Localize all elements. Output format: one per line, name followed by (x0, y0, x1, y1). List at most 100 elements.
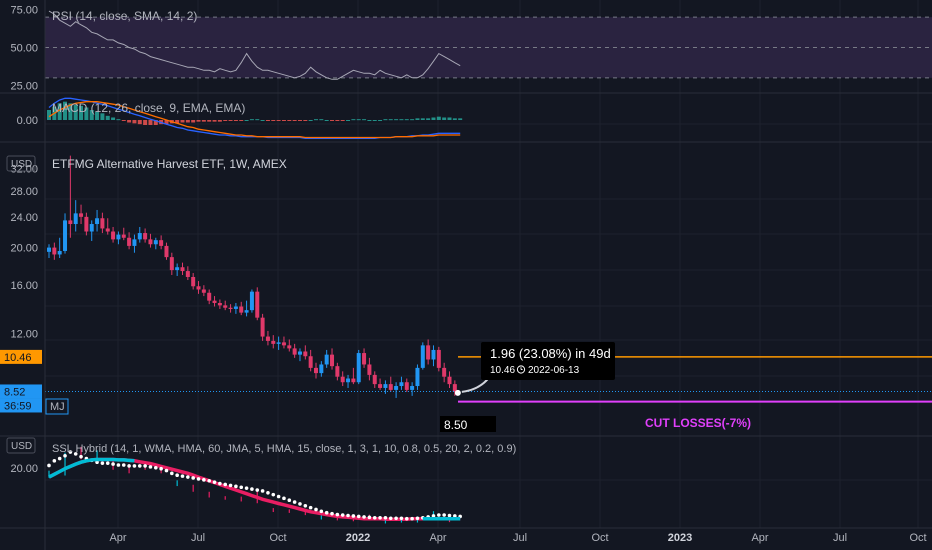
ssl-dot (132, 464, 137, 468)
candle-body (68, 220, 73, 225)
ssl-dot (239, 485, 244, 490)
macd-histogram-bar (73, 105, 78, 120)
projection-label[interactable]: 1.96 (23.08%) in 49d 10.46 2022-06-13 (481, 342, 615, 380)
ssl-dot (137, 464, 142, 468)
candle-body (367, 364, 372, 375)
ssl-y-tick: 20.00 (10, 463, 38, 475)
projection-date: 2022-06-13 (528, 365, 580, 376)
candle-body (191, 276, 196, 287)
candle-body (383, 384, 388, 388)
usd-badge-text: USD (11, 159, 32, 170)
macd-histogram-bar (410, 119, 415, 121)
ssl-dot (346, 513, 350, 518)
ssl-dot (330, 511, 334, 516)
macd-histogram-bar (308, 120, 313, 121)
projection-label-box (481, 342, 615, 380)
price-pane[interactable]: 32.00 28.00 24.00 20.00 16.00 12.00 1.96 (23.… (0, 155, 932, 432)
rsi-pane[interactable]: 75.00 50.00 25.00 RSI (14, close, SMA, 14,… (10, 5, 932, 93)
time-axis-tick: Apr (429, 532, 446, 544)
candle-body (127, 237, 132, 246)
ssl-dot (453, 514, 457, 518)
ssl-dot (303, 503, 308, 508)
projection-line2: 10.46 (490, 365, 515, 376)
candle-body (52, 247, 57, 255)
macd-histogram-bar (292, 120, 297, 121)
time-axis[interactable]: Apr Jul Oct 2022 Apr Jul Oct 2023 Apr Jul Oct (109, 532, 926, 544)
macd-histogram-bar (79, 105, 84, 120)
cut-losses-label: CUT LOSSES(-7%) (645, 416, 751, 430)
price-axis-label-box (0, 384, 42, 399)
candle-body (362, 353, 367, 365)
candle-body (249, 291, 254, 311)
candle-body (175, 267, 180, 271)
candle-body (356, 353, 361, 383)
rsi-y-tick: 50.00 (10, 43, 38, 55)
candle-body (121, 234, 126, 238)
ssl-dot (351, 514, 356, 518)
rsi-y-tick: 75.00 (10, 5, 38, 17)
candle-body (111, 231, 116, 240)
candle-body (239, 306, 244, 313)
macd-histogram-bar (324, 120, 329, 121)
ssl-dot (218, 481, 222, 486)
ssl-dot (159, 466, 163, 471)
ssl-dot (191, 476, 195, 480)
macd-pane[interactable]: 0.00 MACD (12, 26, close, 9, EMA, EMA) (17, 97, 463, 139)
macd-histogram-bar (260, 120, 265, 121)
grid (0, 0, 932, 529)
ssl-pane[interactable]: 20.00 USD SSL Hybrid (14, 1, WMA, HMA, 6… (6, 437, 516, 524)
ssl-dot (394, 516, 398, 521)
macd-histogram-bar (217, 120, 222, 122)
candle-body (137, 233, 142, 240)
macd-histogram-bar (95, 111, 100, 120)
projection-line1: 1.96 (23.08%) in 49d (490, 346, 611, 361)
ssl-dot (79, 454, 83, 459)
macd-histogram-bar (153, 120, 158, 125)
rsi-line (48, 10, 461, 80)
macd-histogram-bar (148, 120, 153, 125)
macd-histogram-bar (244, 120, 249, 121)
time-axis-tick: 2023 (668, 532, 692, 544)
rsi-y-axis: 75.00 50.00 25.00 (10, 5, 38, 93)
price-y-tick: 20.00 (10, 243, 38, 255)
candle-body (335, 366, 340, 377)
price-y-tick: 12.00 (10, 329, 38, 341)
macd-histogram-bar (399, 119, 404, 121)
macd-histogram (47, 101, 463, 125)
ssl-dot (367, 515, 372, 520)
entry-point[interactable] (454, 389, 461, 396)
ssl-dot (68, 450, 73, 454)
price-axis-label-box (0, 349, 42, 364)
ssl-title: SSL Hybrid (14, 1, WMA, HMA, 60, JMA, 5,… (52, 443, 516, 455)
candle-body (207, 292, 212, 301)
candle-body (212, 300, 217, 303)
macd-histogram-bar (201, 120, 206, 122)
candle-body (57, 250, 62, 255)
rsi-guide-lines (45, 16, 932, 79)
macd-y-tick: 0.00 (17, 115, 38, 127)
candle-body (281, 342, 286, 346)
ssl-dot (164, 468, 169, 473)
macd-histogram-bar (420, 118, 425, 120)
candle-body (159, 240, 164, 246)
macd-histogram-bar (143, 120, 148, 125)
signal-line (48, 101, 461, 139)
macd-histogram-bar (191, 120, 196, 123)
candle-body (415, 367, 420, 387)
candle-body (292, 348, 297, 355)
macd-histogram-bar (314, 119, 318, 121)
candle-body (324, 354, 329, 365)
macd-histogram-bar (303, 120, 308, 121)
ssl-dot (212, 480, 217, 484)
macd-histogram-bar (362, 119, 367, 121)
ssl-dot (95, 460, 99, 465)
macd-histogram-bar (330, 120, 335, 121)
candle-body (116, 234, 121, 240)
entry-price-label[interactable]: 8.50 (440, 416, 496, 432)
price-axis-label: 8.52 (4, 386, 25, 398)
candle-body (287, 345, 292, 349)
candle-body (223, 305, 228, 308)
candle-body (442, 367, 447, 377)
price-axis-labels: 10.46 8.52 36:59 (0, 349, 42, 413)
